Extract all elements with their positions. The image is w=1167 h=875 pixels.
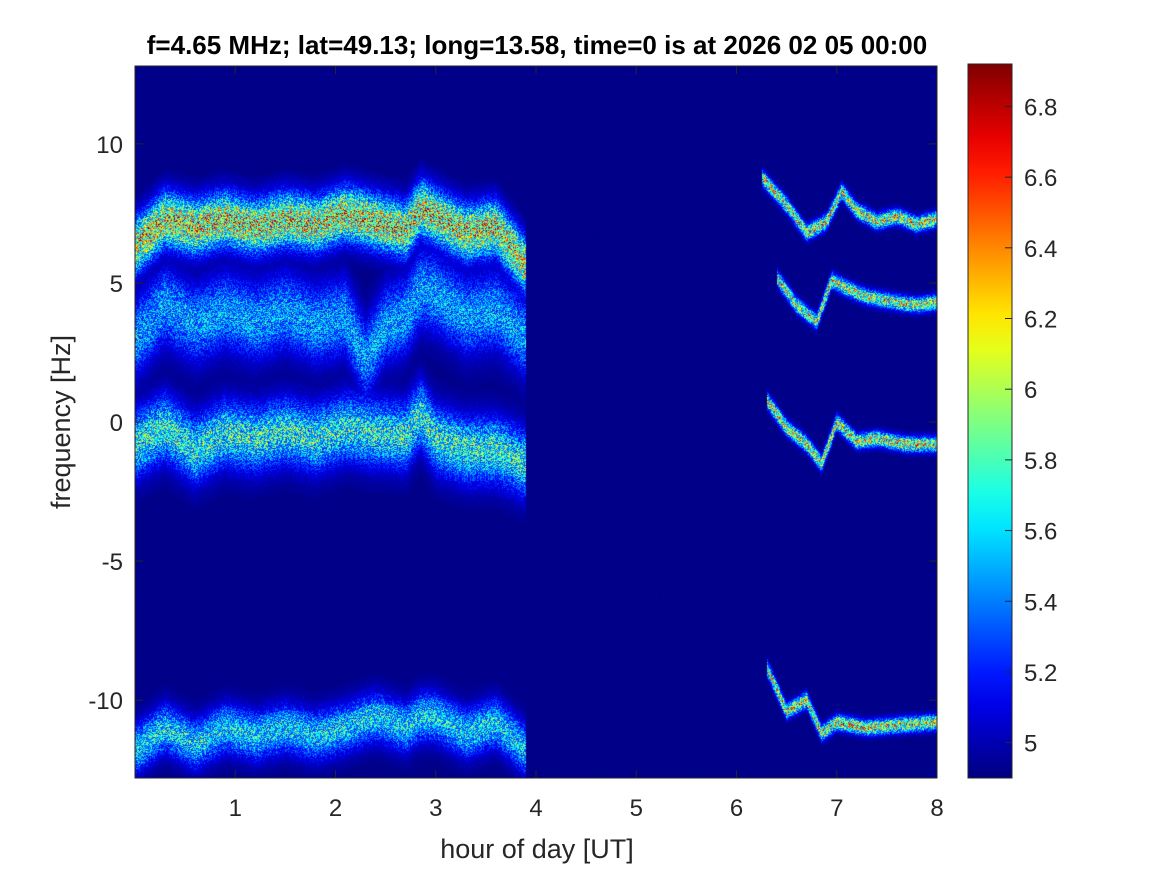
- x-tick-label: 8: [930, 795, 943, 822]
- plot-area: [134, 65, 938, 779]
- y-axis-label: frequency [Hz]: [46, 335, 76, 509]
- x-tick-label: 3: [429, 795, 442, 822]
- y-tick-label: 10: [96, 132, 123, 159]
- x-tick-label: 1: [229, 795, 242, 822]
- y-tick-label: 5: [110, 271, 123, 298]
- colorbar: 5 5.2 5.4 5.6 5.8 6 6.2 6.4 6.6 6.8: [967, 63, 1057, 779]
- x-tick-label: 6: [730, 795, 743, 822]
- y-axis: -10 -5 0 5 10: [88, 132, 937, 715]
- colorbar-tick-label: 5.4: [1024, 589, 1057, 616]
- x-tick-label: 2: [329, 795, 342, 822]
- y-tick-label: -10: [88, 688, 123, 715]
- colorbar-tick-label: 6.6: [1024, 165, 1057, 192]
- colorbar-tick-label: 6: [1024, 377, 1037, 404]
- y-tick-label: -5: [102, 549, 123, 576]
- colorbar-gradient: [967, 63, 1013, 779]
- y-tick-label: 0: [110, 410, 123, 437]
- x-axis-label: hour of day [UT]: [440, 834, 634, 864]
- colorbar-tick-label: 6.4: [1024, 236, 1057, 263]
- x-axis: 1 2 3 4 5 6 7 8: [229, 66, 944, 822]
- x-tick-label: 7: [830, 795, 843, 822]
- colorbar-tick-label: 5.8: [1024, 448, 1057, 475]
- x-tick-label: 5: [630, 795, 643, 822]
- spectrogram-heatmap: [135, 66, 937, 778]
- colorbar-tick-label: 5.2: [1024, 660, 1057, 687]
- colorbar-tick-label: 5: [1024, 731, 1037, 758]
- x-tick-label: 4: [529, 795, 542, 822]
- colorbar-tick-label: 6.8: [1024, 94, 1057, 121]
- colorbar-tick-label: 6.2: [1024, 306, 1057, 333]
- colorbar-tick-label: 5.6: [1024, 519, 1057, 546]
- chart-title: f=4.65 MHz; lat=49.13; long=13.58, time=…: [147, 30, 927, 60]
- colorbar-ticks: 5 5.2 5.4 5.6 5.8 6 6.2 6.4 6.6 6.8: [1005, 94, 1057, 758]
